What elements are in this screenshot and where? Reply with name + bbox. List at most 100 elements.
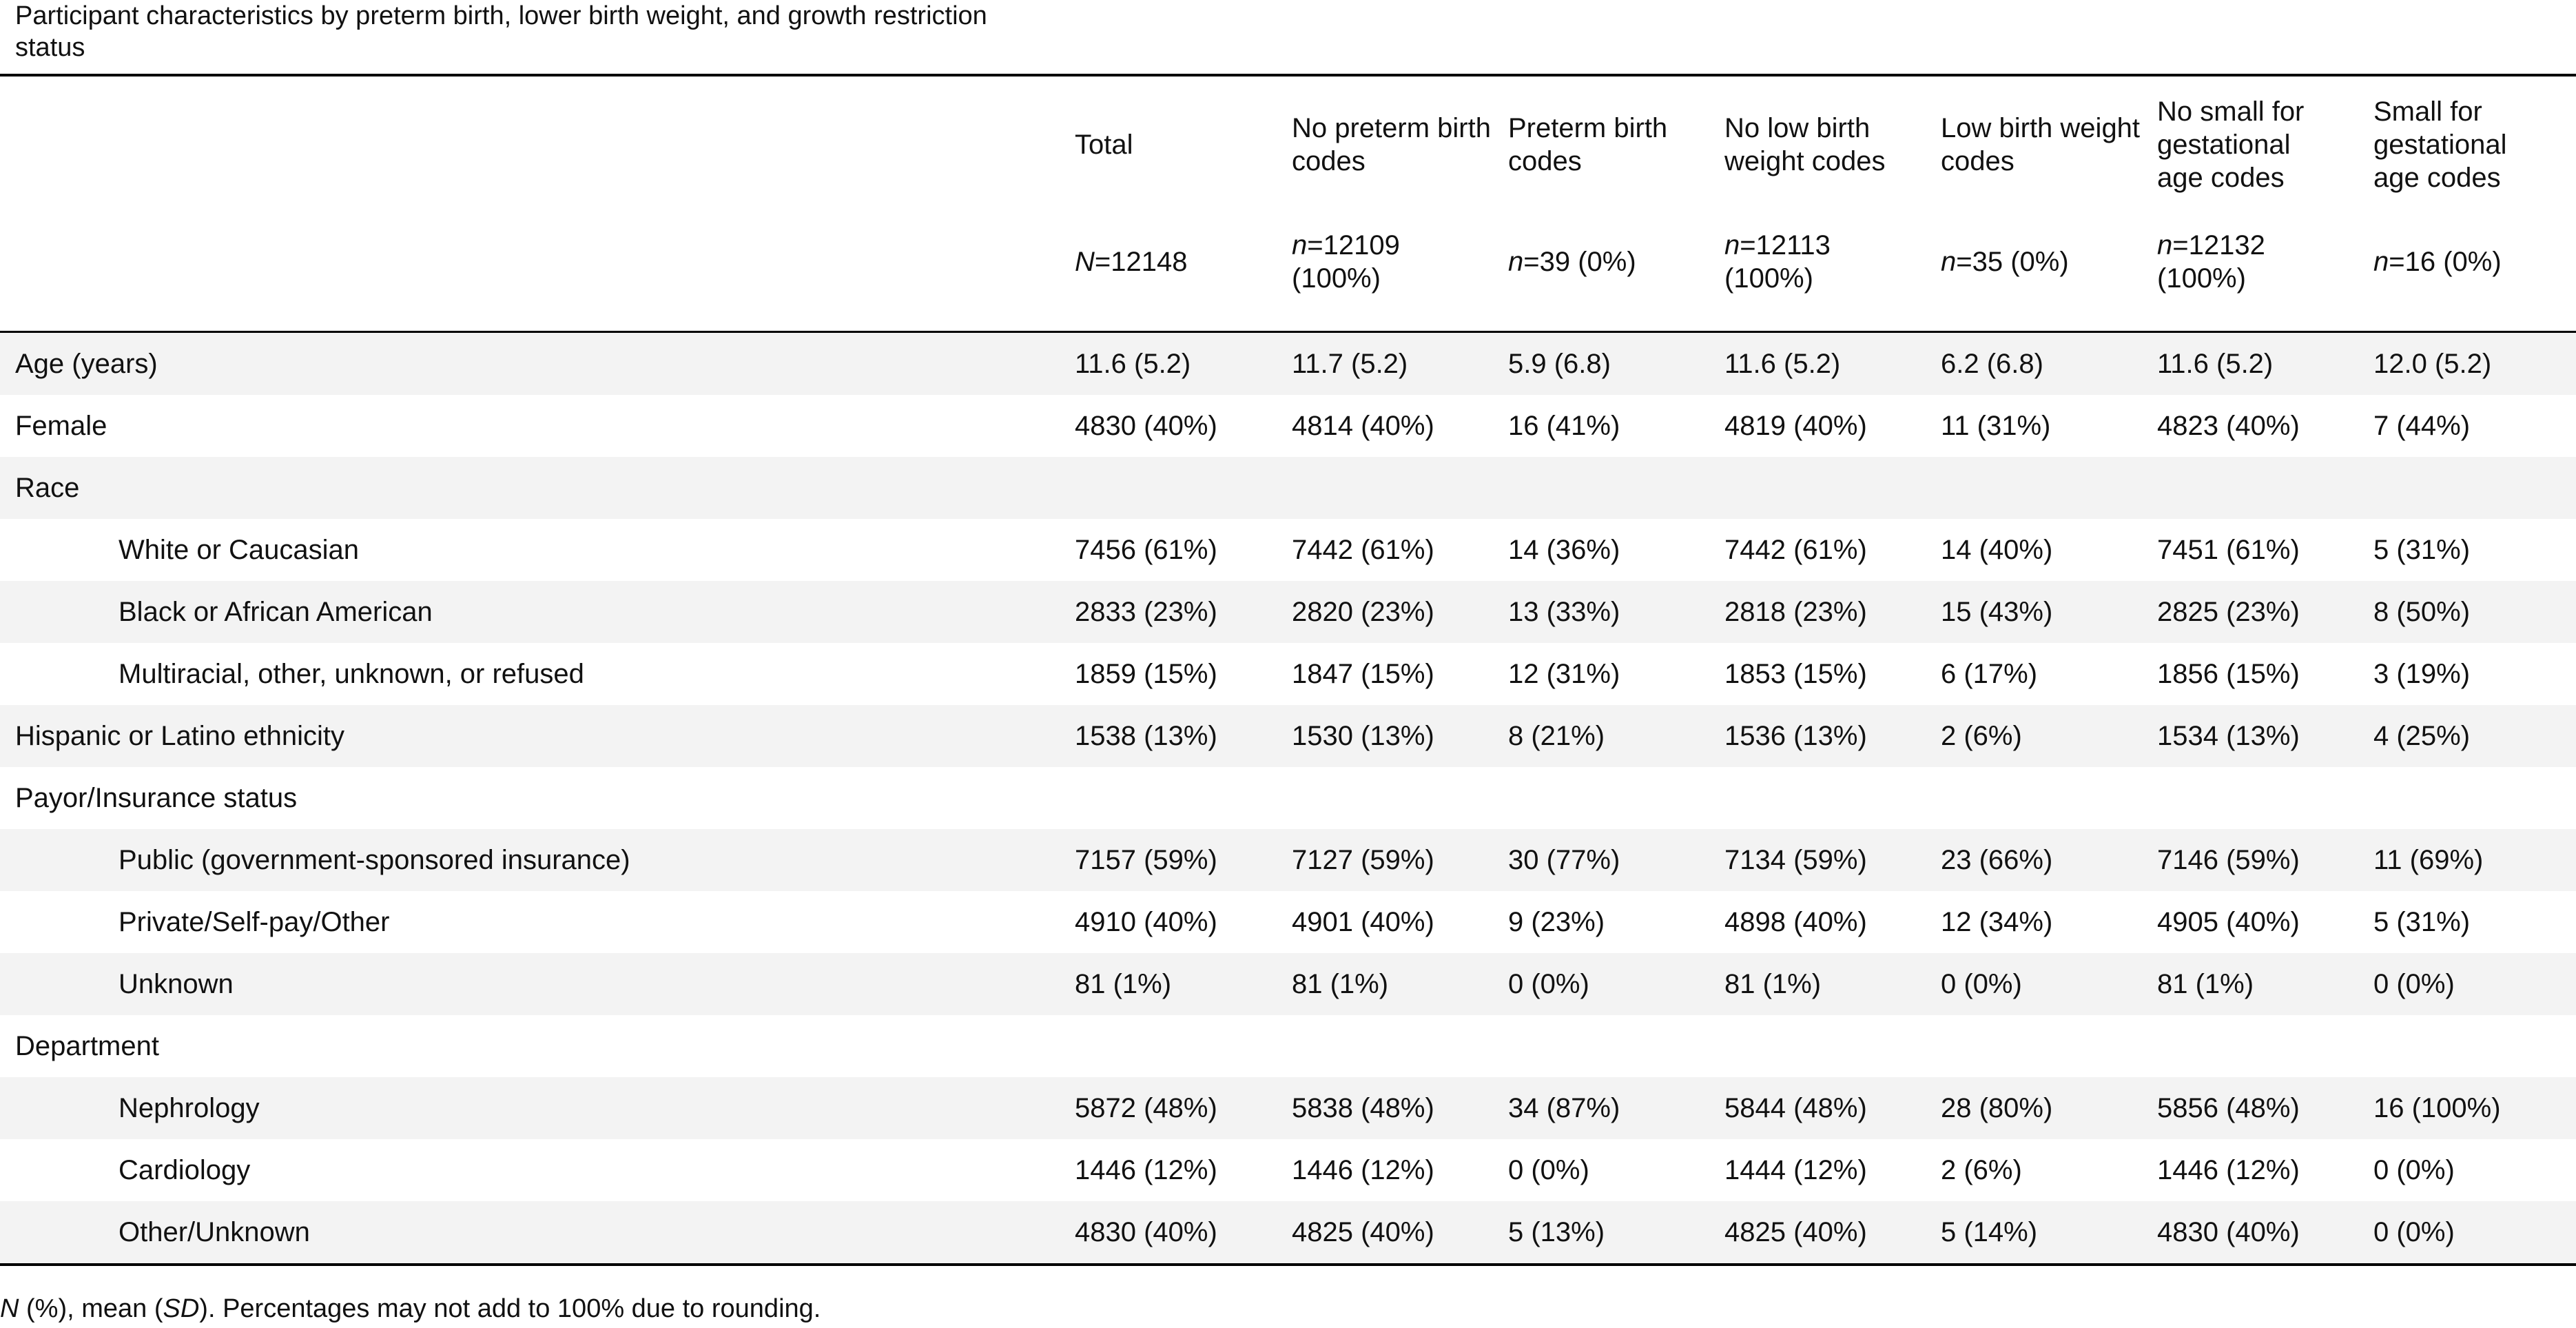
table-cell: 4825 (40%) [1724,1201,1941,1263]
column-header-row: Total No preterm birth codes Preterm bir… [0,90,2576,200]
row-label: Hispanic or Latino ethnicity [0,705,1075,767]
table-cell: 5856 (48%) [2157,1077,2373,1139]
table-cell [1724,767,1941,829]
table-cell: 2820 (23%) [1292,581,1508,643]
table-cell: 12 (31%) [1508,658,1620,689]
table-cell: 1530 (13%) [1292,705,1508,767]
table-body: Age (years) 11.6 (5.2) 11.7 (5.2) 5.9 (6.8)… [0,333,2576,1263]
table-cell: 7442 (61%) [1292,534,1434,565]
column-count-no-preterm: n=12109 (100%) [1292,207,1492,317]
table-cell: 2 (6%) [1941,1154,2022,1185]
table-row: White or Caucasian 7456 (61%) 7442 (61%) 14… [0,519,2576,581]
table-cell: 1534 (13%) [2157,705,2373,767]
table-header-rule [0,331,2576,333]
column-header-no-low-birth-weight: No low birth weight codes [1724,113,1886,176]
table-row: Black or African American 2833 (23%) 2820 … [0,581,2576,643]
table-cell: 11.6 (5.2) [1724,333,1941,395]
table-footnote: N (%), mean (SD). Percentages may not ad… [0,1293,821,1325]
table-cell: 8 (21%) [1508,705,1724,767]
table-cell: 16 (41%) [1508,410,1620,441]
table-cell [1941,457,2157,519]
table-row: Other/Unknown 4830 (40%) 4825 (40%) 5 (13%)… [0,1201,2576,1263]
table-cell: 1859 (15%) [1075,658,1217,689]
table-cell: 1446 (12%) [1292,1154,1434,1185]
table-cell: 12 (34%) [1941,906,2053,937]
table-cell: 4825 (40%) [1292,1201,1508,1263]
column-count-no-low-birth-weight: n=12113 (100%) [1724,207,1924,317]
table-cell [1941,1015,2157,1077]
table-cell: 81 (1%) [1075,953,1292,1015]
table-cell: 0 (0%) [2373,1201,2576,1263]
table-cell: 5872 (48%) [1075,1077,1292,1139]
column-count-preterm: n=39 (0%) [1508,207,1708,317]
count-symbol: n [1292,230,1308,261]
table-cell [1724,457,1941,519]
footnote-sd-symbol: SD [163,1294,200,1323]
table-cell: 16 (100%) [2373,1077,2576,1139]
column-header-low-birth-weight: Low birth weight codes [1941,113,2141,176]
column-header-sga: Small for gestational age codes [2373,96,2507,193]
table-cell [2373,1015,2576,1077]
column-count-row: N=12148 n=12109 (100%) n=39 (0%) n=12113… [0,207,2576,317]
table-cell: 0 (0%) [1508,953,1724,1015]
table-cell [1075,767,1292,829]
table-cell: 1446 (12%) [2157,1154,2300,1185]
table-caption: Participant characteristics by preterm b… [15,1,987,62]
table-row: Hispanic or Latino ethnicity 1538 (13%) 15… [0,705,2576,767]
table-cell: 1847 (15%) [1292,658,1434,689]
count-symbol: n [2373,247,2389,277]
table-cell: 5 (14%) [1941,1201,2157,1263]
table-cell: 11 (31%) [1941,410,2051,441]
table-cell: 5.9 (6.8) [1508,333,1724,395]
table-cell: 11.6 (5.2) [2157,333,2373,395]
table-cell [1508,457,1724,519]
table-cell [1508,1015,1724,1077]
table-cell: 7127 (59%) [1292,829,1508,891]
table-cell: 5838 (48%) [1292,1077,1508,1139]
table-row: Nephrology 5872 (48%) 5838 (48%) 34 (87%) 58… [0,1077,2576,1139]
table-cell: 0 (0%) [2373,953,2576,1015]
table-cell [1292,457,1508,519]
row-label: Age (years) [0,333,1075,395]
table-row: Age (years) 11.6 (5.2) 11.7 (5.2) 5.9 (6.8)… [0,333,2576,395]
footnote-text-2: ). Percentages may not add to 100% due t… [199,1294,821,1323]
count-value: =35 (0%) [1956,247,2069,277]
table-cell: 9 (23%) [1508,906,1605,937]
row-label: White or Caucasian [119,534,360,565]
table-cell: 4 (25%) [2373,705,2576,767]
table-cell: 81 (1%) [1724,953,1941,1015]
table-cell: 5 (31%) [2373,534,2471,565]
count-symbol: n [1941,247,1957,277]
table-cell: 23 (66%) [1941,829,2157,891]
table-cell: 2825 (23%) [2157,581,2373,643]
count-value: =39 (0%) [1523,247,1636,277]
table-cell [1292,767,1508,829]
table-cell: 13 (33%) [1508,581,1724,643]
column-header-total: Total [1075,130,1133,160]
column-count-no-sga: n=12132 (100%) [2157,207,2343,317]
table-cell: 14 (36%) [1508,534,1620,565]
table-row: Public (government-sponsored insurance) 7… [0,829,2576,891]
table-cell [1075,457,1292,519]
table-cell: 4830 (40%) [1075,1201,1292,1263]
table-row: Department [0,1015,2576,1077]
table-cell: 7442 (61%) [1724,534,1867,565]
table-cell [1292,1015,1508,1077]
table-cell: 4814 (40%) [1292,410,1434,441]
table-cell [1941,767,2157,829]
table-cell: 4819 (40%) [1724,410,1867,441]
table-cell: 1856 (15%) [2157,658,2300,689]
table-row: Payor/Insurance status [0,767,2576,829]
table-cell: 28 (80%) [1941,1077,2157,1139]
table-cell [2157,767,2373,829]
table-cell: 12.0 (5.2) [2373,333,2576,395]
column-header-preterm: Preterm birth codes [1508,113,1668,176]
table-cell: 2 (6%) [1941,705,2157,767]
table-cell: 11.6 (5.2) [1075,333,1292,395]
row-label: Cardiology [119,1154,251,1185]
table-cell: 0 (0%) [1941,953,2157,1015]
table-cell [2373,767,2576,829]
table-cell: 5 (31%) [2373,906,2471,937]
table-row: Private/Self-pay/Other 4910 (40%) 4901 (40… [0,891,2576,953]
row-label: Multiracial, other, unknown, or refused [119,658,584,689]
